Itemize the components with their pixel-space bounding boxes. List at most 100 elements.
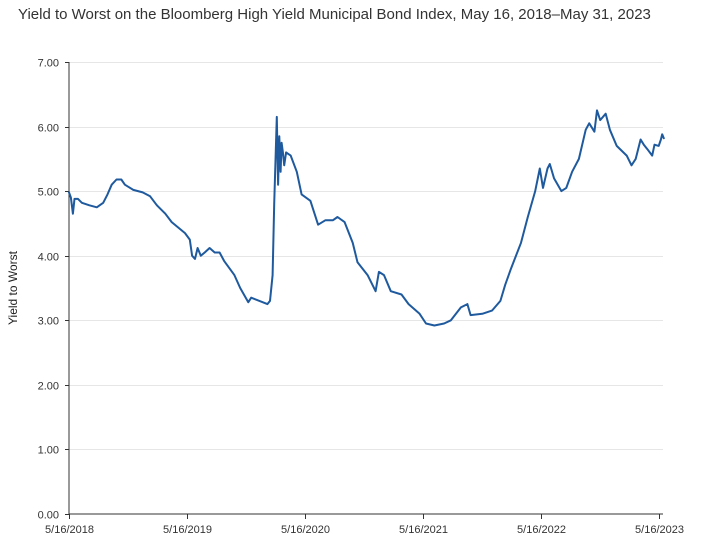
data-point	[401, 294, 403, 296]
data-point	[272, 274, 274, 276]
data-point	[296, 171, 298, 173]
data-point	[408, 303, 410, 305]
data-point	[565, 187, 567, 189]
data-point	[204, 252, 206, 254]
data-point	[643, 144, 645, 146]
data-point	[658, 145, 660, 147]
data-point	[171, 221, 173, 223]
data-point	[375, 290, 377, 292]
data-point	[520, 242, 522, 244]
data-point	[164, 213, 166, 215]
data-point	[605, 113, 607, 115]
data-point	[367, 274, 369, 276]
data-point	[470, 314, 472, 316]
data-point	[290, 155, 292, 157]
data-point	[640, 139, 642, 141]
data-point	[283, 164, 285, 166]
data-point	[585, 129, 587, 131]
grid-lines	[69, 63, 663, 450]
data-point	[273, 203, 275, 205]
data-point	[571, 171, 573, 173]
data-point	[663, 137, 665, 139]
data-point	[588, 122, 590, 124]
series-line-0	[69, 110, 664, 325]
data-point	[269, 300, 271, 302]
data-point	[309, 200, 311, 202]
y-tick-label: 7.00	[38, 58, 59, 70]
data-point	[560, 190, 562, 192]
data-point	[578, 158, 580, 160]
data-point	[383, 274, 385, 276]
y-tick-label: 5.00	[38, 187, 59, 199]
data-point	[599, 119, 601, 121]
data-point	[102, 202, 104, 204]
data-point	[549, 163, 551, 165]
data-point	[209, 247, 211, 249]
data-point	[626, 155, 628, 157]
data-point	[325, 219, 327, 221]
data-point	[510, 268, 512, 270]
y-tick-label: 0.00	[38, 510, 59, 522]
axes	[69, 62, 663, 514]
data-point	[149, 195, 151, 197]
data-point	[481, 313, 483, 315]
data-point	[539, 168, 541, 170]
data-point	[219, 252, 221, 254]
data-point	[116, 179, 118, 181]
data-point	[111, 184, 113, 186]
data-point	[281, 142, 283, 144]
data-point	[378, 271, 380, 273]
data-point	[337, 216, 339, 218]
y-tick-label: 3.00	[38, 316, 59, 328]
data-point	[189, 239, 191, 241]
data-point	[142, 191, 144, 193]
data-point	[285, 151, 287, 153]
data-point	[72, 213, 74, 215]
data-point	[214, 252, 216, 254]
data-point	[542, 187, 544, 189]
data-point	[332, 219, 334, 221]
data-point	[504, 284, 506, 286]
data-point	[317, 224, 319, 226]
data-point	[466, 303, 468, 305]
data-point	[357, 261, 359, 263]
data-point	[74, 198, 76, 200]
x-tick-label: 5/16/2023	[635, 524, 684, 536]
data-point	[433, 325, 435, 327]
data-point	[450, 319, 452, 321]
data-point	[68, 191, 70, 193]
y-tick-label: 6.00	[38, 123, 59, 135]
data-point	[200, 255, 202, 257]
data-point	[443, 323, 445, 325]
data-point	[277, 184, 279, 186]
data-point	[547, 168, 549, 170]
data-point	[593, 131, 595, 133]
data-point	[266, 303, 268, 305]
data-point	[280, 171, 282, 173]
data-point	[527, 216, 529, 218]
data-point	[344, 221, 346, 223]
data-point	[223, 260, 225, 262]
data-point	[96, 206, 98, 208]
data-point	[81, 202, 83, 204]
data-point	[184, 232, 186, 234]
data-point	[120, 179, 122, 181]
x-axis-ticks: 5/16/2018 5/16/2019 5/16/2020 5/16/2021 5/16…	[45, 514, 684, 536]
data-point	[124, 184, 126, 186]
data-point	[390, 290, 392, 292]
data-point	[282, 151, 284, 153]
data-point	[132, 189, 134, 191]
data-point	[419, 313, 421, 315]
data-point	[616, 145, 618, 147]
data-point	[278, 135, 280, 137]
data-point	[635, 158, 637, 160]
x-tick-label: 5/16/2019	[163, 524, 212, 536]
data-point	[654, 144, 656, 146]
data-point	[352, 242, 354, 244]
data-point	[460, 306, 462, 308]
data-point	[661, 133, 663, 135]
data-point	[239, 287, 241, 289]
data-point	[596, 109, 598, 111]
data-point	[646, 148, 648, 150]
